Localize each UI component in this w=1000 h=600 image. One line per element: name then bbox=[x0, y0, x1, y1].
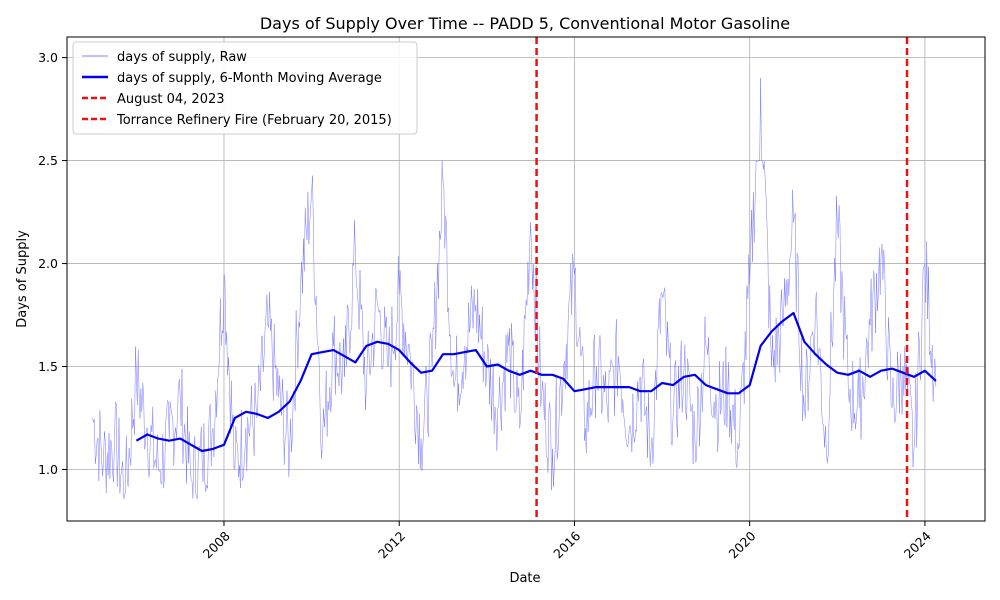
x-axis-ticks: 2008 2012 2016 2020 2024 bbox=[200, 521, 934, 561]
y-axis-ticks: 1.0 1.5 2.0 2.5 3.0 bbox=[38, 50, 67, 477]
legend-label-event-1: August 04, 2023 bbox=[117, 92, 225, 107]
y-tick-label: 1.0 bbox=[38, 462, 58, 477]
legend-box bbox=[72, 41, 418, 135]
x-tick-label: 2016 bbox=[550, 528, 583, 561]
x-tick-label: 2008 bbox=[200, 528, 233, 561]
grid bbox=[67, 37, 985, 521]
x-tick-label: 2020 bbox=[725, 528, 758, 561]
legend-label-moving-average: days of supply, 6-Month Moving Average bbox=[117, 71, 382, 86]
legend-label-raw: days of supply, Raw bbox=[117, 50, 247, 65]
legend: days of supply, Raw days of supply, 6-Mo… bbox=[72, 41, 418, 135]
chart-title: Days of Supply Over Time -- PADD 5, Conv… bbox=[260, 14, 790, 33]
plot-frame bbox=[66, 36, 986, 522]
event-lines-layer bbox=[535, 37, 909, 521]
y-tick-label: 3.0 bbox=[38, 50, 58, 65]
x-axis-label: Date bbox=[509, 571, 540, 586]
y-axis-label: Days of Supply bbox=[15, 230, 30, 328]
raw-series-line bbox=[92, 78, 937, 499]
y-tick-label: 2.5 bbox=[38, 153, 58, 168]
x-tick-label: 2012 bbox=[375, 528, 408, 561]
y-tick-label: 2.0 bbox=[38, 256, 58, 271]
y-tick-label: 1.5 bbox=[38, 359, 58, 374]
raw-series-layer bbox=[92, 78, 937, 499]
legend-label-event-2: Torrance Refinery Fire (February 20, 201… bbox=[116, 113, 392, 128]
x-tick-label: 2024 bbox=[901, 528, 934, 561]
